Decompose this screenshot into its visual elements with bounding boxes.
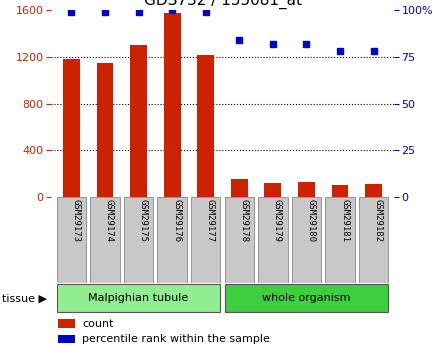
Text: GSM29173: GSM29173 [71, 199, 81, 242]
Bar [359, 197, 388, 283]
Bar [57, 197, 86, 283]
Bar [57, 284, 220, 313]
Text: GSM29181: GSM29181 [340, 199, 349, 242]
Text: Malpighian tubule: Malpighian tubule [89, 293, 189, 303]
Text: GSM29179: GSM29179 [273, 199, 282, 242]
Text: GSM29180: GSM29180 [307, 199, 316, 242]
Bar [225, 284, 388, 313]
Bar [124, 197, 153, 283]
Bar [158, 197, 187, 283]
Bar [325, 197, 355, 283]
Text: tissue ▶: tissue ▶ [2, 294, 47, 303]
Bar [130, 45, 147, 197]
Bar [258, 197, 287, 283]
Bar [298, 181, 315, 197]
Text: GSM29174: GSM29174 [105, 199, 114, 242]
Text: GSM29178: GSM29178 [239, 199, 248, 242]
Bar [97, 63, 113, 197]
Bar [292, 197, 321, 283]
Bar [231, 179, 248, 197]
Bar [58, 335, 75, 344]
Bar [58, 319, 75, 328]
Bar [63, 59, 80, 197]
Bar [365, 184, 382, 197]
Text: count: count [82, 318, 113, 328]
Text: GSM29182: GSM29182 [374, 199, 383, 242]
Text: GSM29177: GSM29177 [206, 199, 214, 242]
Bar [225, 197, 254, 283]
Bar [90, 197, 120, 283]
Bar [332, 185, 348, 197]
Bar [197, 55, 214, 197]
Text: whole organism: whole organism [262, 293, 351, 303]
Bar [191, 197, 220, 283]
Bar [264, 183, 281, 197]
Text: GSM29175: GSM29175 [138, 199, 147, 242]
Text: percentile rank within the sample: percentile rank within the sample [82, 334, 270, 344]
Text: GSM29176: GSM29176 [172, 199, 181, 242]
Title: GDS732 / 155081_at: GDS732 / 155081_at [143, 0, 302, 9]
Bar [164, 13, 181, 197]
